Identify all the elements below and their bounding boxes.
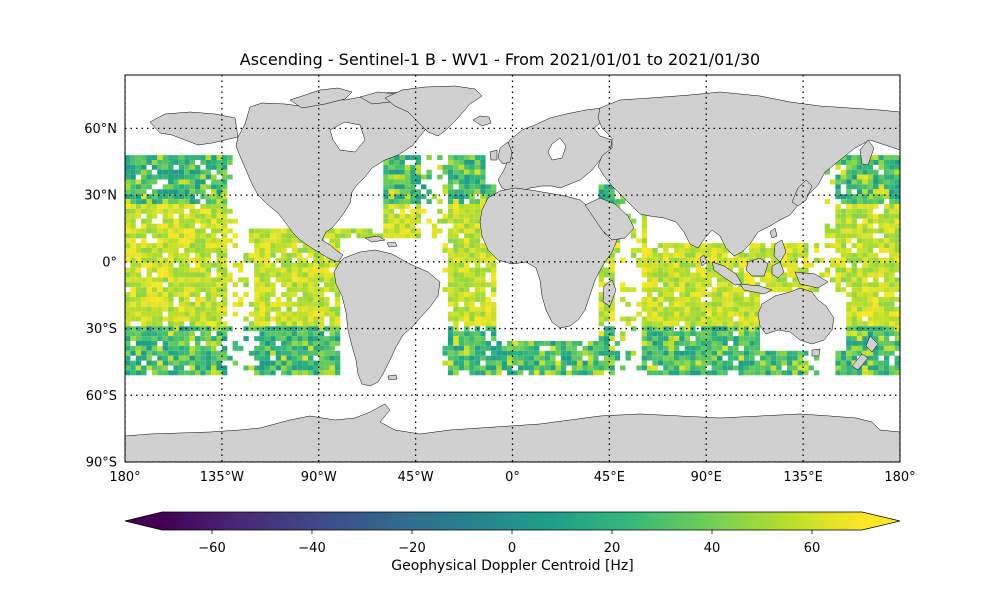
graticule xyxy=(125,75,900,462)
colorbar-tick-label: 60 xyxy=(804,541,821,556)
latitude-ticks: 60°N 30°N 0° 30°S 60°S 90°S xyxy=(84,122,117,471)
lon-tick-label: 45°E xyxy=(594,470,625,485)
land-arctic-islands xyxy=(289,87,353,109)
colorbar-extend-high xyxy=(862,512,900,530)
land-asia xyxy=(597,91,900,257)
land-madagascar xyxy=(602,279,617,307)
colorbar-tick-label: −60 xyxy=(198,541,225,556)
lon-tick-label: 180° xyxy=(884,470,915,485)
lon-tick-label: 135°E xyxy=(783,470,823,485)
colorbar-gradient xyxy=(162,512,862,530)
colorbar-tick-label: 0 xyxy=(508,541,516,556)
colorbar-label: Geophysical Doppler Centroid [Hz] xyxy=(391,558,634,574)
land-south-america xyxy=(333,249,441,387)
land-africa xyxy=(479,187,619,329)
lon-tick-label: 135°W xyxy=(200,470,244,485)
land-japan xyxy=(791,179,813,207)
land-british-isles xyxy=(497,141,513,165)
land-alaska xyxy=(149,111,239,146)
map-frame xyxy=(124,74,901,463)
lat-tick-label: 60°N xyxy=(84,122,117,137)
lat-tick-label: 30°S xyxy=(86,322,117,337)
lon-tick-label: 90°E xyxy=(691,470,722,485)
colorbar-tick-label: 40 xyxy=(704,541,721,556)
lat-tick-label: 0° xyxy=(102,255,117,270)
land-indonesia xyxy=(711,261,743,286)
lat-tick-label: 60°S xyxy=(86,389,117,404)
colorbar-tick-label: −20 xyxy=(398,541,425,556)
lat-tick-label: 90°S xyxy=(86,456,117,471)
longitude-ticks: 180° 135°W 90°W 45°W 0° 45°E 90°E 135°E 180° xyxy=(109,470,915,485)
doppler-data-cells xyxy=(125,155,900,376)
lat-tick-label: 30°N xyxy=(84,189,117,204)
land-iceland xyxy=(472,115,492,127)
lon-tick-label: 90°W xyxy=(301,470,337,485)
lon-tick-label: 0° xyxy=(505,470,520,485)
lon-tick-label: 45°W xyxy=(398,470,434,485)
land-greenland xyxy=(384,85,483,137)
lon-tick-label: 180° xyxy=(109,470,140,485)
colorbar-tick-label: 20 xyxy=(604,541,621,556)
land-new-zealand xyxy=(865,335,879,353)
colorbar-tick-label: −40 xyxy=(298,541,325,556)
map-title: Ascending - Sentinel-1 B - WV1 - From 20… xyxy=(239,50,761,69)
colorbar: −60 −40 −20 0 20 40 60 xyxy=(124,511,901,556)
land-australia xyxy=(757,287,835,345)
colorbar-extend-low xyxy=(125,512,162,530)
colorbar-ticks: −60 −40 −20 0 20 40 60 xyxy=(198,530,820,556)
